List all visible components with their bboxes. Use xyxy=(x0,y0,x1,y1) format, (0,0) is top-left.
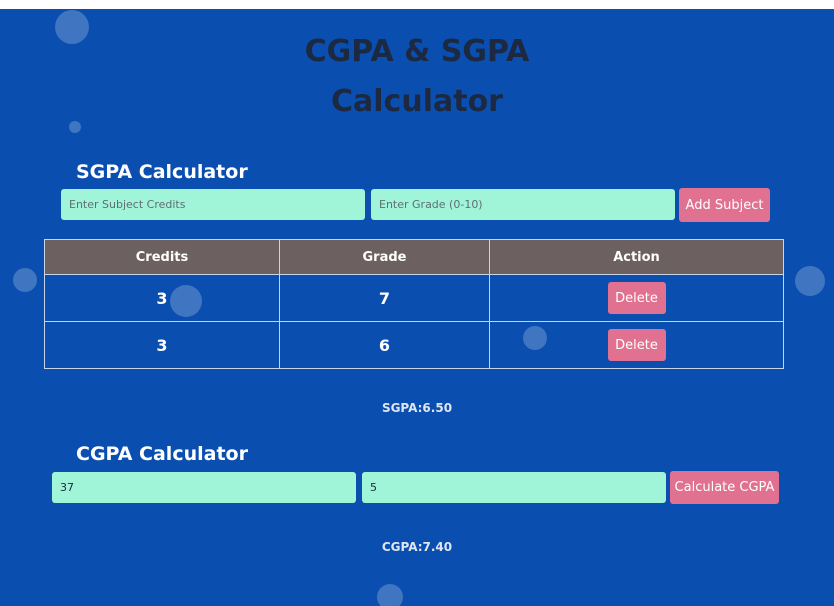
add-subject-button[interactable]: Add Subject xyxy=(679,188,770,222)
column-header-grade: Grade xyxy=(279,239,490,275)
decorative-bubble xyxy=(69,121,81,133)
subjects-table: Credits Grade Action 3 7 Delete 3 6 Dele… xyxy=(44,239,784,369)
cell-grade: 7 xyxy=(279,274,490,322)
page-title: CGPA & SGPA Calculator xyxy=(0,27,834,127)
cell-action: Delete xyxy=(489,274,784,322)
cgpa-input-2[interactable] xyxy=(362,472,666,503)
table-header-row: Credits Grade Action xyxy=(44,239,784,275)
cgpa-heading: CGPA Calculator xyxy=(76,443,248,465)
cell-action: Delete xyxy=(489,321,784,369)
sgpa-heading: SGPA Calculator xyxy=(76,161,248,183)
cgpa-result: CGPA:7.40 xyxy=(381,540,453,554)
table-row: 3 7 Delete xyxy=(44,274,784,322)
decorative-bubble xyxy=(13,268,37,292)
decorative-bubble xyxy=(795,266,825,296)
table-row: 3 6 Delete xyxy=(44,321,784,369)
calculate-cgpa-button[interactable]: Calculate CGPA xyxy=(670,471,779,504)
delete-button[interactable]: Delete xyxy=(607,329,666,361)
sgpa-result: SGPA:6.50 xyxy=(381,401,453,415)
decorative-bubble xyxy=(55,10,89,44)
page-title-line1: CGPA & SGPA xyxy=(304,34,530,69)
decorative-bubble xyxy=(377,584,403,606)
column-header-credits: Credits xyxy=(44,239,280,275)
cgpa-input-1[interactable] xyxy=(52,472,356,503)
cell-grade: 6 xyxy=(279,321,490,369)
page-title-line2: Calculator xyxy=(331,84,503,119)
grade-input[interactable] xyxy=(371,189,675,220)
cell-credits: 3 xyxy=(44,274,280,322)
column-header-action: Action xyxy=(489,239,784,275)
cell-credits: 3 xyxy=(44,321,280,369)
delete-button[interactable]: Delete xyxy=(607,282,666,314)
subject-credits-input[interactable] xyxy=(61,189,365,220)
